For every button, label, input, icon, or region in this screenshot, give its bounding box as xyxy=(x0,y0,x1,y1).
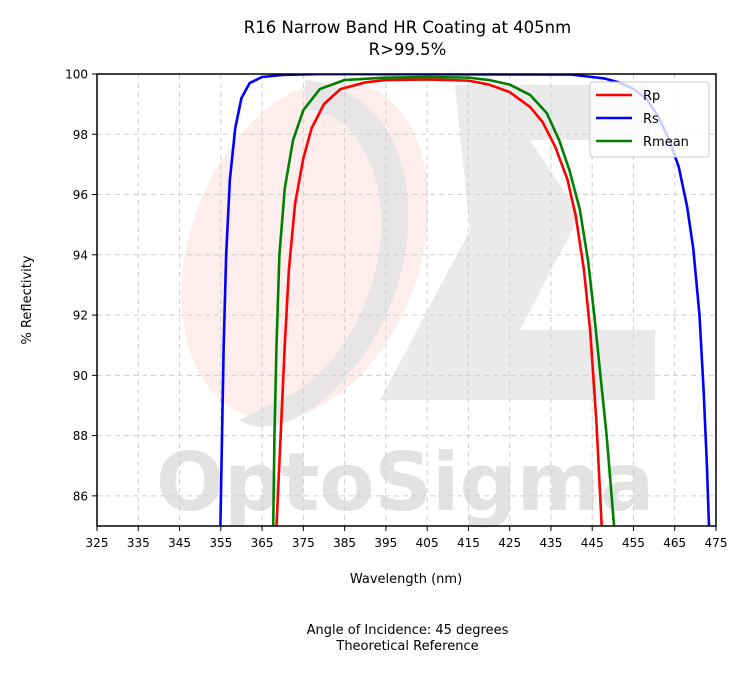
x-tick-label: 395 xyxy=(374,536,397,550)
y-tick-label: 88 xyxy=(73,429,88,443)
y-axis-ticks: 86 88 90 92 94 96 98 100 xyxy=(65,68,97,503)
x-tick-label: 365 xyxy=(251,536,274,550)
legend-label-rp: Rp xyxy=(643,89,660,104)
y-tick-label: 92 xyxy=(73,309,88,323)
watermark: OptoSigma xyxy=(156,80,655,529)
x-tick-label: 445 xyxy=(581,536,604,550)
footer-theoretical-reference: Theoretical Reference xyxy=(336,639,479,654)
series-line-rmean xyxy=(271,75,616,526)
x-axis-ticks: 325 335 345 355 365 375 385 395 405 415 425 435 445 4… xyxy=(86,526,728,550)
footer-angle-of-incidence: Angle of Incidence: 45 degrees xyxy=(306,623,509,638)
plot-frame xyxy=(96,73,717,527)
legend-label-rmean: Rmean xyxy=(643,135,689,150)
chart-title: R16 Narrow Band HR Coating at 405nm xyxy=(243,18,572,37)
x-tick-label: 425 xyxy=(498,536,521,550)
x-tick-label: 465 xyxy=(663,536,686,550)
series-line-rs xyxy=(219,74,711,526)
legend: Rp Rs Rmean xyxy=(589,81,710,158)
x-tick-label: 355 xyxy=(209,536,232,550)
x-axis-label: Wavelength (nm) xyxy=(350,572,462,587)
watermark-text: OptoSigma xyxy=(156,436,654,529)
x-tick-label: 385 xyxy=(333,536,356,550)
x-tick-label: 455 xyxy=(622,536,645,550)
x-tick-label: 475 xyxy=(705,536,728,550)
legend-box xyxy=(589,81,710,158)
watermark-logo-omega xyxy=(240,80,409,427)
x-tick-label: 405 xyxy=(416,536,439,550)
series-line-rp xyxy=(275,78,603,526)
y-axis-label: % Reflectivity xyxy=(20,255,35,344)
y-tick-label: 100 xyxy=(65,68,88,82)
y-tick-label: 98 xyxy=(73,128,88,142)
x-tick-label: 325 xyxy=(86,536,109,550)
y-tick-label: 86 xyxy=(73,489,88,503)
chart-subtitle: R>99.5% xyxy=(368,40,447,59)
x-tick-label: 435 xyxy=(539,536,562,550)
legend-label-rs: Rs xyxy=(643,112,659,127)
watermark-logo-sigma xyxy=(380,85,655,400)
x-tick-label: 415 xyxy=(457,536,480,550)
x-tick-label: 345 xyxy=(168,536,191,550)
y-tick-label: 90 xyxy=(73,369,88,383)
x-tick-label: 335 xyxy=(127,536,150,550)
y-tick-label: 94 xyxy=(73,248,88,262)
x-tick-label: 375 xyxy=(292,536,315,550)
series-layer xyxy=(219,74,711,526)
y-tick-label: 96 xyxy=(73,188,88,202)
